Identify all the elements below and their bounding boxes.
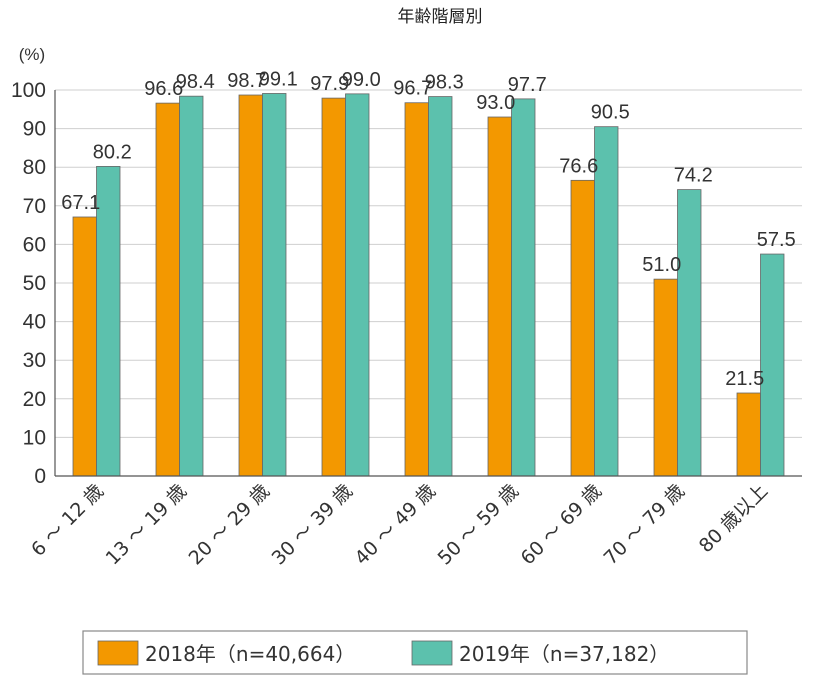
y-axis-ticks: 0 10 20 30 40 50 60 70 80 90 100 xyxy=(11,79,46,488)
chart-title: 年齢階層別 xyxy=(398,7,483,27)
bar-series2 xyxy=(345,93,370,477)
y-tick-label: 70 xyxy=(23,195,46,218)
y-tick-label: 0 xyxy=(34,465,46,488)
y-tick-label: 50 xyxy=(23,272,46,295)
bars xyxy=(72,93,785,477)
data-labels: 67.1 80.2 96.698.4 98.799.1 97.999.0 96.798.3… xyxy=(61,68,795,390)
data-label: 90.5 xyxy=(591,102,630,124)
data-label: 76.6 xyxy=(559,155,598,177)
data-label: 93.0 xyxy=(476,92,515,114)
y-tick-label: 30 xyxy=(23,349,46,372)
bar-series1 xyxy=(155,102,180,477)
data-label: 74.2 xyxy=(674,165,713,187)
bar-series1 xyxy=(321,97,346,477)
y-tick-label: 80 xyxy=(23,156,46,179)
bar-series2 xyxy=(677,189,702,477)
data-label: 80.2 xyxy=(93,141,132,163)
data-label: 57.5 xyxy=(757,229,796,251)
legend-label: 2018年（n=40,664） xyxy=(145,642,355,666)
y-axis-unit-label: (%) xyxy=(19,45,45,64)
legend: 2018年（n=40,664） 2019年（n=37,182） xyxy=(82,630,748,675)
data-label: 96.6 xyxy=(144,78,183,100)
bar-series1 xyxy=(404,102,429,477)
x-tick-label: 13 ～ 19 歳 xyxy=(102,480,191,569)
y-tick-label: 100 xyxy=(11,79,46,102)
legend-swatch xyxy=(411,640,453,666)
data-label: 97.9 xyxy=(310,73,349,95)
data-label: 96.7 xyxy=(393,78,432,100)
x-tick-label: 60 ～ 69 歳 xyxy=(517,480,606,569)
bar-series1 xyxy=(487,116,512,477)
bar-series1 xyxy=(736,392,761,477)
bar-series1 xyxy=(72,216,97,477)
data-label: 51.0 xyxy=(642,254,681,276)
data-label: 67.1 xyxy=(61,192,100,214)
data-label: 98.3 xyxy=(425,72,464,94)
bar-series2 xyxy=(760,253,785,477)
y-tick-label: 60 xyxy=(23,233,46,256)
y-tick-label: 90 xyxy=(23,118,46,141)
bar-series2 xyxy=(594,126,619,477)
bar-series2 xyxy=(428,96,453,477)
data-label: 99.0 xyxy=(342,69,381,91)
bar-series2 xyxy=(262,93,287,477)
x-tick-label: 50 ～ 59 歳 xyxy=(434,480,523,569)
bar-series1 xyxy=(238,94,263,477)
bar-series1 xyxy=(570,179,595,477)
data-label: 97.7 xyxy=(508,74,547,96)
data-label: 21.5 xyxy=(725,368,764,390)
bar-series2 xyxy=(511,98,536,477)
data-label: 98.7 xyxy=(227,70,266,92)
x-tick-label: 40 ～ 49 歳 xyxy=(351,480,440,569)
bar-series1 xyxy=(653,278,678,477)
x-tick-label: 30 ～ 39 歳 xyxy=(268,480,357,569)
x-axis-ticks: 6 ～ 12 歳13 ～ 19 歳20 ～ 29 歳30 ～ 39 歳40 ～ … xyxy=(27,480,772,569)
x-tick-label: 20 ～ 29 歳 xyxy=(185,480,274,569)
y-tick-label: 40 xyxy=(23,311,46,334)
legend-swatch xyxy=(97,640,139,666)
x-tick-label: 80 歳以上 xyxy=(695,480,772,557)
y-tick-label: 10 xyxy=(23,426,46,449)
bar-series2 xyxy=(179,95,204,477)
y-tick-label: 20 xyxy=(23,388,46,411)
x-tick-label: 6 ～ 12 歳 xyxy=(27,480,108,561)
x-tick-label: 70 ～ 79 歳 xyxy=(600,480,689,569)
data-label: 99.1 xyxy=(259,68,298,90)
data-label: 98.4 xyxy=(176,71,215,93)
legend-label: 2019年（n=37,182） xyxy=(459,642,669,666)
